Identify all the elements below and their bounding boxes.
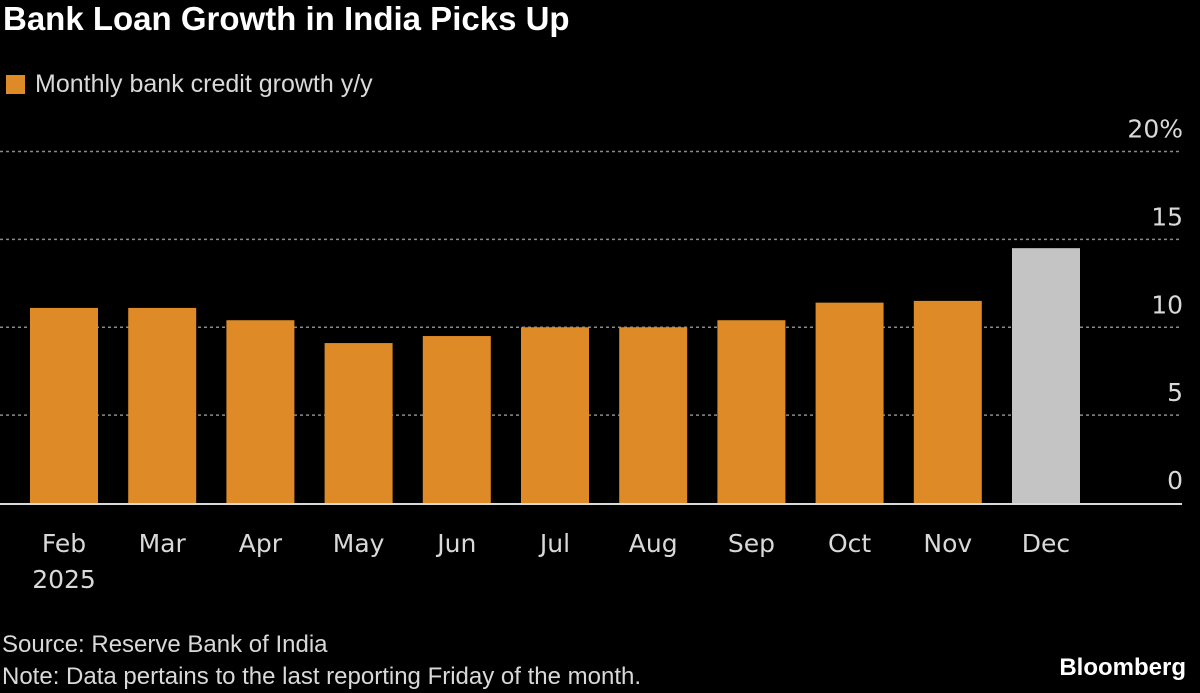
x-tick-label: May: [333, 529, 385, 558]
legend: Monthly bank credit growth y/y: [6, 70, 373, 99]
bar-jul: [521, 327, 589, 503]
x-tick-label: Jul: [538, 529, 570, 558]
bar-apr: [226, 320, 295, 503]
y-tick-label: 15: [1151, 202, 1183, 231]
data-note: Note: Data pertains to the last reportin…: [2, 663, 641, 690]
x-tick-label: Feb: [42, 529, 86, 558]
x-tick-label: Apr: [239, 529, 283, 558]
y-tick-label: 5: [1167, 378, 1183, 407]
legend-swatch: [6, 75, 25, 94]
bar-feb: [30, 307, 98, 503]
bar-oct: [815, 302, 884, 503]
x-tick-label: Aug: [629, 529, 678, 558]
x-tick-sublabel: 2025: [32, 565, 96, 594]
bar-nov: [913, 300, 982, 503]
y-tick-label: 20%: [1127, 115, 1183, 144]
x-tick-label: Dec: [1022, 529, 1070, 558]
x-tick-label: Nov: [923, 529, 972, 558]
legend-label: Monthly bank credit growth y/y: [35, 70, 373, 98]
x-tick-label: Oct: [828, 529, 871, 558]
y-tick-label: 10: [1151, 290, 1183, 319]
y-tick-label: 0: [1167, 466, 1183, 495]
x-tick-label: Sep: [728, 529, 775, 558]
bar-mar: [128, 307, 197, 503]
source-note: Source: Reserve Bank of India: [2, 631, 328, 658]
bloomberg-logo: Bloomberg: [1059, 654, 1186, 681]
bar-sep: [717, 320, 786, 503]
footer: Source: Reserve Bank of India Note: Data…: [2, 629, 641, 693]
bar-aug: [619, 327, 688, 503]
bar-may: [324, 343, 393, 503]
bar-jun: [422, 336, 491, 503]
chart-title: Bank Loan Growth in India Picks Up: [3, 0, 570, 37]
bar-dec: [1012, 248, 1080, 503]
x-tick-label: Mar: [139, 529, 187, 558]
x-tick-label: Jun: [435, 529, 476, 558]
